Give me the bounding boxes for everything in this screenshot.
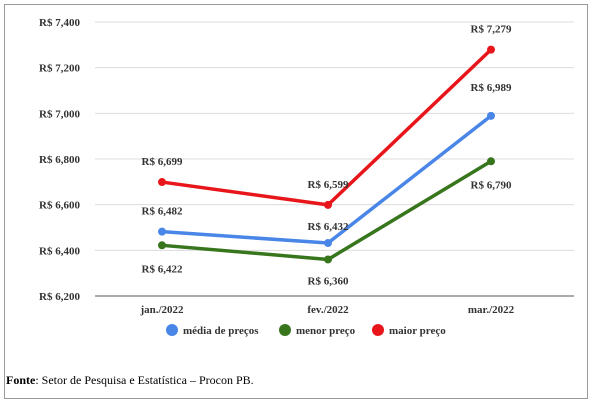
y-tick-label: R$ 7,400: [39, 17, 80, 29]
data-point: [324, 200, 332, 209]
legend-marker: [279, 324, 291, 336]
data-label: R$ 6,989: [471, 82, 512, 94]
data-point: [487, 157, 495, 166]
data-label: R$ 6,699: [142, 156, 183, 168]
legend-label: média de preços: [183, 325, 259, 337]
source-caption: Fonte: Setor de Pesquisa e Estatística –…: [6, 373, 254, 388]
y-tick-label: R$ 6,400: [39, 245, 80, 257]
y-tick-label: R$ 7,000: [39, 108, 80, 120]
data-label: R$ 7,279: [471, 24, 512, 36]
x-tick-label: fev./2022: [307, 304, 349, 316]
data-label: R$ 6,422: [142, 263, 183, 275]
data-label: R$ 6,790: [471, 179, 512, 191]
data-point: [158, 227, 166, 236]
legend-label: menor preço: [296, 325, 356, 337]
data-label: R$ 6,482: [142, 206, 183, 218]
data-label: R$ 6,360: [308, 275, 349, 287]
data-label: R$ 6,432: [308, 221, 349, 233]
figure-frame: [4, 4, 588, 399]
y-tick-label: R$ 7,200: [39, 63, 80, 75]
legend-marker: [372, 324, 384, 336]
y-tick-label: R$ 6,800: [39, 154, 80, 166]
x-tick-label: jan./2022: [139, 304, 184, 316]
source-text: : Setor de Pesquisa e Estatística – Proc…: [35, 373, 254, 387]
source-label: Fonte: [6, 373, 36, 387]
legend-marker: [166, 324, 178, 336]
y-tick-label: R$ 6,200: [39, 291, 80, 303]
data-point: [487, 45, 495, 54]
data-point: [158, 241, 166, 250]
data-point: [324, 239, 332, 248]
legend-label: maior preço: [389, 325, 446, 337]
data-point: [158, 178, 166, 187]
data-label: R$ 6,599: [308, 179, 349, 191]
data-point: [487, 111, 495, 120]
y-tick-label: R$ 6,600: [39, 200, 80, 212]
x-tick-label: mar./2022: [468, 304, 515, 316]
data-point: [324, 255, 332, 264]
